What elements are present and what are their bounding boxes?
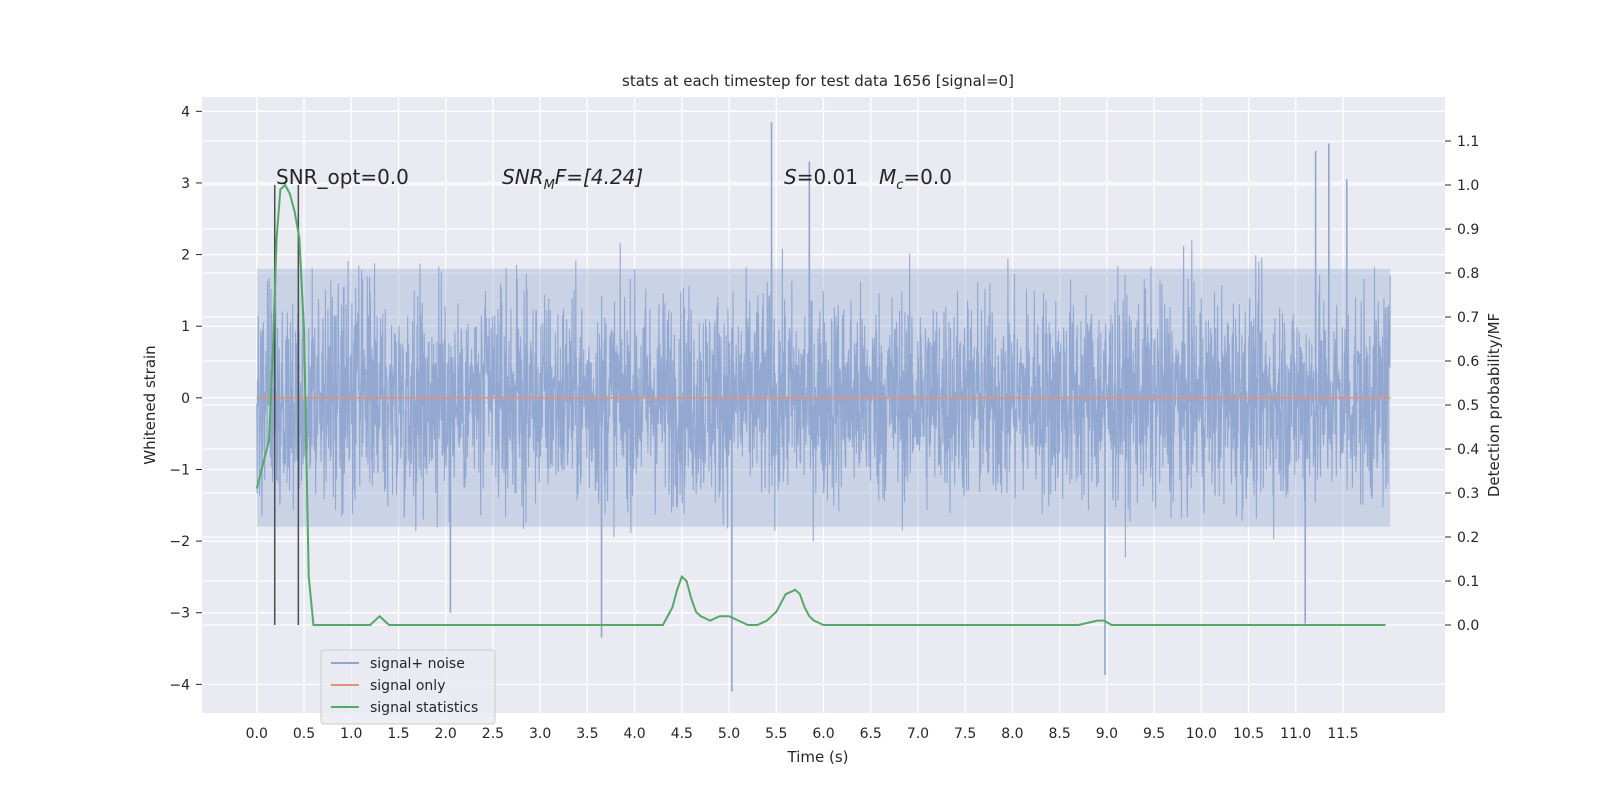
x-tick-label-9: 4.5 bbox=[671, 726, 693, 742]
legend-label-signal-only: signal only bbox=[370, 678, 445, 694]
x-tick-label-2: 1.0 bbox=[340, 726, 362, 742]
y-right-tick-label-6: 0.6 bbox=[1457, 354, 1479, 370]
x-tick-label-23: 11.5 bbox=[1327, 726, 1358, 742]
plot-layer bbox=[255, 122, 1391, 692]
y-right-tick-label-1: 0.1 bbox=[1457, 574, 1479, 590]
x-tick-label-10: 5.0 bbox=[718, 726, 740, 742]
x-tick-label-15: 7.5 bbox=[954, 726, 976, 742]
legend-label-signal-statistics: signal statistics bbox=[370, 700, 478, 716]
x-tick-label-1: 0.5 bbox=[293, 726, 315, 742]
signal-statistics-line bbox=[255, 183, 1386, 626]
y-right-tick-label-11: 1.1 bbox=[1457, 134, 1479, 150]
annotation-s-main: S bbox=[784, 165, 797, 189]
y-tick-label-7: 3 bbox=[181, 176, 190, 192]
y-right-tick-label-4: 0.4 bbox=[1457, 442, 1479, 458]
chart-title: stats at each timestep for test data 165… bbox=[622, 72, 1014, 90]
y-tick-label-8: 4 bbox=[181, 104, 190, 120]
x-tick-label-17: 8.5 bbox=[1048, 726, 1070, 742]
event-markers bbox=[273, 185, 300, 625]
annotation-snr-opt: SNR_opt=0.0 bbox=[276, 165, 409, 189]
annotation-snr-mf-sub: M bbox=[544, 178, 555, 193]
y-right-tick-label-3: 0.3 bbox=[1457, 486, 1479, 502]
y-axis-label: Whitened strain bbox=[141, 345, 159, 464]
annotation-mc-rest: =0.0 bbox=[903, 165, 952, 189]
y-tick-label-6: 2 bbox=[181, 248, 190, 264]
x-tick-label-19: 9.5 bbox=[1143, 726, 1165, 742]
y-tick-label-5: 1 bbox=[181, 319, 190, 335]
y-right-tick-label-9: 0.9 bbox=[1457, 222, 1479, 238]
x-tick-label-3: 1.5 bbox=[387, 726, 409, 742]
legend-box bbox=[320, 649, 496, 725]
legend: signal+ noise signal only signal statist… bbox=[320, 649, 496, 725]
x-tick-label-0: 0.0 bbox=[246, 726, 268, 742]
x-axis-ticks: 0.0 0.5 1.0 1.5 2.0 2.5 3.0 3.5 4.0 4.5 5.0 5.5 6.0 6… bbox=[246, 726, 1359, 742]
noise-trace bbox=[256, 240, 1391, 558]
x-tick-label-6: 3.0 bbox=[529, 726, 551, 742]
annotation-snr-mf-rest: F=[4.24] bbox=[555, 165, 643, 189]
y-tick-label-1: −3 bbox=[169, 606, 190, 622]
x-tick-label-22: 11.0 bbox=[1280, 726, 1311, 742]
x-tick-label-11: 5.5 bbox=[765, 726, 787, 742]
x-tick-label-21: 10.5 bbox=[1233, 726, 1264, 742]
annotation-s: S=0.01 bbox=[784, 165, 858, 189]
x-tick-label-5: 2.5 bbox=[482, 726, 504, 742]
legend-label-signal-plus-noise: signal+ noise bbox=[370, 656, 465, 672]
annotation-snr-mf: SNRMF=[4.24] bbox=[502, 165, 643, 193]
y-axis-ticks: −4 −3 −2 −1 0 1 2 3 4 bbox=[169, 104, 202, 693]
y-right-tick-label-0: 0.0 bbox=[1457, 618, 1479, 634]
x-tick-label-16: 8.0 bbox=[1001, 726, 1023, 742]
x-tick-label-14: 7.0 bbox=[907, 726, 929, 742]
y-right-axis-label: Detection probability/MF bbox=[1485, 313, 1503, 497]
x-axis-label: Time (s) bbox=[787, 748, 849, 766]
y-tick-label-2: −2 bbox=[169, 534, 190, 550]
x-tick-label-4: 2.0 bbox=[435, 726, 457, 742]
x-tick-label-20: 10.0 bbox=[1186, 726, 1217, 742]
x-tick-label-13: 6.5 bbox=[860, 726, 882, 742]
y-right-tick-label-5: 0.5 bbox=[1457, 398, 1479, 414]
series-signal-statistics bbox=[255, 183, 1386, 626]
x-tick-label-18: 9.0 bbox=[1096, 726, 1118, 742]
y-tick-label-4: 0 bbox=[181, 391, 190, 407]
y-tick-label-0: −4 bbox=[169, 677, 190, 693]
annotation-snr-mf-main: SNR bbox=[502, 165, 544, 189]
x-tick-label-8: 4.0 bbox=[623, 726, 645, 742]
y-right-axis-ticks: 0.0 0.1 0.2 0.3 0.4 0.5 0.6 0.7 0.8 0.9 1.0 1.1 bbox=[1445, 134, 1479, 634]
y-right-tick-label-8: 0.8 bbox=[1457, 266, 1479, 282]
annotation-mc-main: M bbox=[879, 165, 896, 189]
annotation-mc-sub: c bbox=[896, 178, 903, 193]
y-right-tick-label-7: 0.7 bbox=[1457, 310, 1479, 326]
x-tick-label-12: 6.0 bbox=[812, 726, 834, 742]
y-right-tick-label-10: 1.0 bbox=[1457, 178, 1479, 194]
x-tick-label-7: 3.5 bbox=[576, 726, 598, 742]
annotation-s-rest: =0.01 bbox=[797, 165, 858, 189]
annotation-mc: Mc=0.0 bbox=[879, 165, 952, 193]
y-right-tick-label-2: 0.2 bbox=[1457, 530, 1479, 546]
annotations: SNR_opt=0.0 SNRMF=[4.24] S=0.01 Mc=0.0 bbox=[276, 165, 952, 193]
y-tick-label-3: −1 bbox=[169, 462, 190, 478]
